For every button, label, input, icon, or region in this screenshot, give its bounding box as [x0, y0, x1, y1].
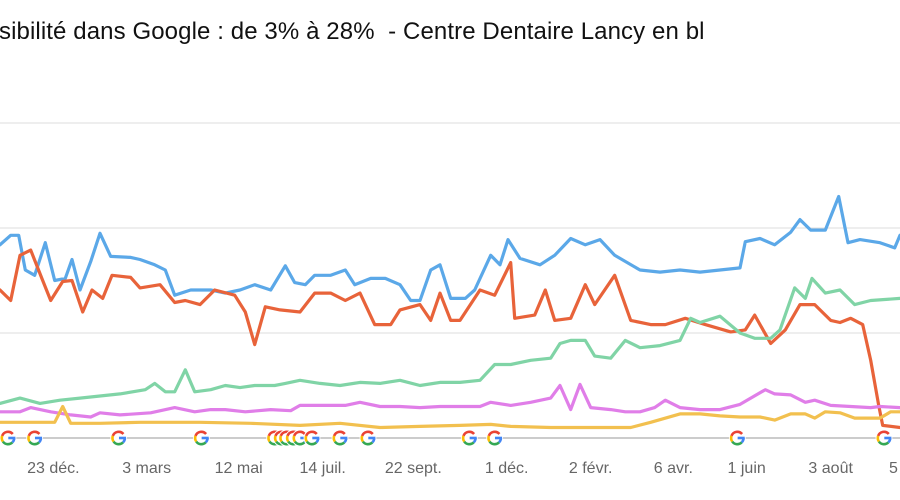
google-icon-green-arc	[361, 440, 374, 446]
google-icon-yellow-arc	[273, 435, 278, 443]
google-icon-red-arc	[194, 430, 208, 437]
google-icon-yellow-arc	[360, 435, 365, 443]
google-icon-yellow-arc	[193, 435, 198, 443]
x-tick-label: 12 mai	[215, 460, 263, 477]
x-tick-label: 3 août	[808, 460, 853, 477]
x-tick-label: 1 déc.	[485, 460, 529, 477]
google-icon-red-arc	[360, 430, 374, 437]
google-update-markers	[0, 429, 893, 447]
google-update-icon[interactable]	[460, 429, 478, 447]
google-icon-red-arc	[332, 430, 346, 437]
google-icon-red-arc	[462, 430, 476, 437]
google-icon-yellow-arc	[461, 435, 466, 443]
google-icon-yellow-arc	[267, 435, 271, 443]
google-icon-green-arc	[305, 440, 318, 446]
google-icon-green-arc	[1, 440, 14, 446]
x-tick-label: 23 déc.	[27, 460, 79, 477]
google-icon-red-arc	[27, 430, 41, 437]
google-icon-red-arc	[111, 430, 125, 437]
google-icon-red-arc	[876, 430, 890, 437]
google-update-icon[interactable]	[486, 429, 504, 447]
google-update-icon[interactable]	[26, 429, 44, 447]
series-line-blue	[0, 194, 900, 303]
google-icon-yellow-arc	[304, 435, 309, 443]
google-icon-yellow-arc	[729, 435, 734, 443]
google-update-icon[interactable]	[359, 429, 377, 447]
google-update-icon[interactable]	[0, 429, 17, 447]
google-icon-red-arc	[730, 430, 744, 437]
google-icon-yellow-arc	[285, 435, 290, 443]
x-axis-ticks: 23 déc. 3 mars 12 mai 14 juil. 22 sept. 1 déc…	[27, 460, 898, 477]
x-tick-label: 6 avr.	[654, 460, 693, 477]
google-icon-yellow-arc	[27, 435, 31, 443]
google-icon-red-arc	[0, 430, 14, 437]
series-line-green	[0, 276, 900, 405]
google-update-icon[interactable]	[110, 429, 128, 447]
google-icon-yellow-arc	[876, 435, 881, 443]
chart-title: sibilité dans Google : de 3% à 28% - Cen…	[0, 18, 705, 45]
series-line-yellow	[0, 404, 900, 430]
gridlines	[0, 122, 900, 334]
google-icon-green-arc	[333, 440, 346, 446]
google-icon-yellow-arc	[0, 435, 5, 443]
google-icon-red-arc	[487, 430, 501, 437]
google-icon-red-arc	[292, 430, 306, 437]
google-icon-yellow-arc	[292, 435, 297, 443]
google-icon-yellow-arc	[332, 435, 337, 443]
google-icon-green-arc	[195, 440, 207, 446]
x-tick-label: 14 juil.	[300, 460, 346, 477]
google-icon-green-arc	[731, 440, 743, 446]
x-tick-label: 3 mars	[122, 460, 171, 477]
series-lines	[0, 194, 900, 430]
google-icon-yellow-arc	[487, 435, 491, 443]
google-icon-green-arc	[463, 440, 475, 446]
google-icon-red-arc	[304, 430, 318, 437]
google-update-icon[interactable]	[331, 429, 349, 447]
google-update-icon[interactable]	[875, 429, 893, 447]
google-icon-green-arc	[28, 440, 40, 446]
google-update-icon[interactable]	[728, 429, 746, 447]
x-tick-label: 1 juin	[728, 460, 766, 477]
google-update-icon[interactable]	[303, 429, 321, 447]
x-tick-label: 5	[889, 460, 898, 477]
google-icon-green-arc	[877, 440, 890, 446]
series-line-pink	[0, 382, 900, 419]
google-update-icon[interactable]	[192, 429, 210, 447]
google-icon-yellow-arc	[111, 435, 115, 443]
google-icon-yellow-arc	[279, 435, 283, 443]
google-icon-green-arc	[112, 440, 124, 446]
x-tick-label: 22 sept.	[385, 460, 442, 477]
x-tick-label: 2 févr.	[569, 460, 613, 477]
google-icon-green-arc	[488, 440, 500, 446]
google-icon-green-arc	[293, 440, 306, 446]
